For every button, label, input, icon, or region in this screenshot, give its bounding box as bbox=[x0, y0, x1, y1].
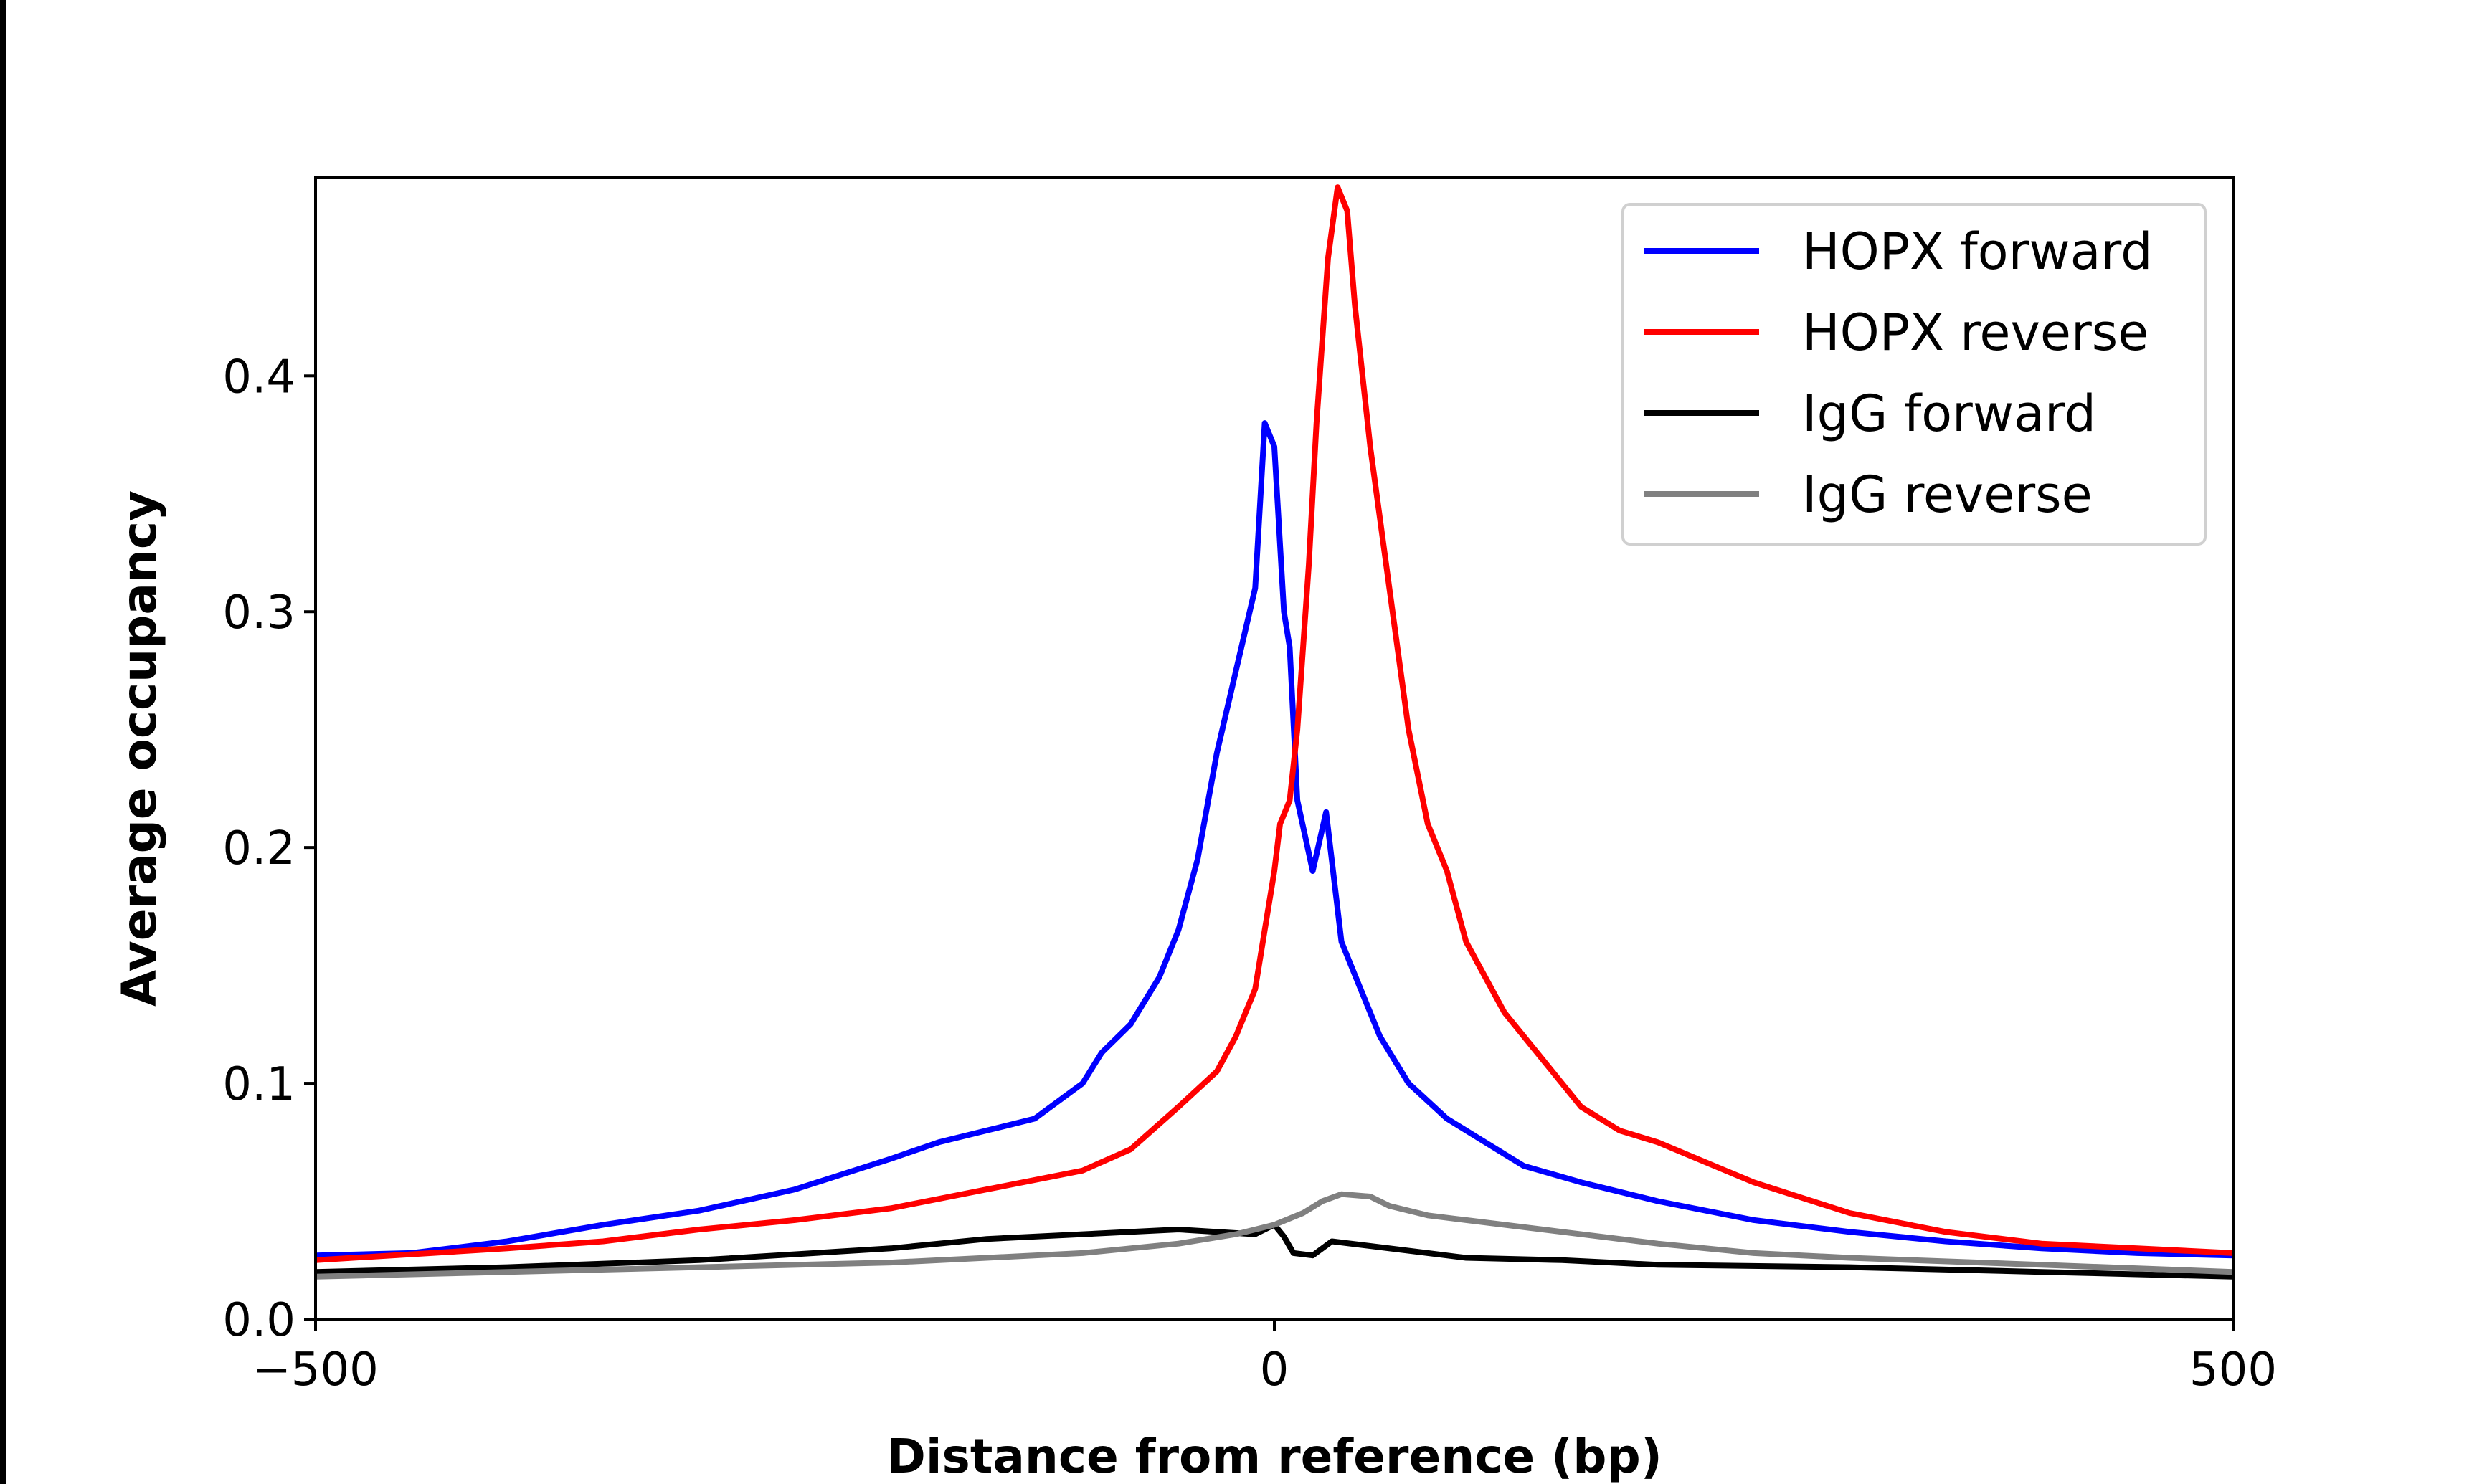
series-lines bbox=[316, 184, 2233, 1280]
x-axis-label: Distance from reference (bp) bbox=[886, 1429, 1662, 1484]
series-line-hopx-forward bbox=[316, 420, 2233, 1259]
series-line-igg-forward bbox=[316, 1222, 2233, 1280]
legend-entry: HOPX reverse bbox=[1644, 303, 2149, 362]
y-tick-label: 0.0 bbox=[222, 1294, 295, 1347]
x-tick-label: −500 bbox=[252, 1343, 379, 1397]
legend-label: IgG reverse bbox=[1802, 465, 2093, 524]
series-line-hopx-reverse bbox=[316, 184, 2233, 1263]
x-tick-label: 0 bbox=[1260, 1343, 1289, 1397]
series-line-igg-reverse bbox=[316, 1191, 2233, 1280]
y-tick-label: 0.3 bbox=[222, 586, 295, 639]
ticks: −500 0 500 0.0 0.1 0.2 0.3 0.4 bbox=[222, 351, 2277, 1397]
legend: HOPX forward HOPX reverse IgG forward IgG r… bbox=[1621, 203, 2207, 546]
image-edge-bar bbox=[0, 0, 6, 1484]
legend-entry: IgG reverse bbox=[1644, 465, 2093, 524]
legend-entry: HOPX forward bbox=[1644, 222, 2153, 281]
y-axis-label: Average occupancy bbox=[112, 490, 167, 1007]
legend-box bbox=[1621, 203, 2207, 546]
legend-entry: IgG forward bbox=[1644, 384, 2096, 443]
legend-label: HOPX forward bbox=[1802, 222, 2153, 281]
y-tick-label: 0.1 bbox=[222, 1058, 295, 1111]
x-tick-label: 500 bbox=[2189, 1343, 2277, 1397]
y-tick-label: 0.4 bbox=[222, 351, 295, 404]
legend-label: IgG forward bbox=[1802, 384, 2096, 443]
y-tick-label: 0.2 bbox=[222, 822, 295, 875]
legend-label: HOPX reverse bbox=[1802, 303, 2149, 362]
